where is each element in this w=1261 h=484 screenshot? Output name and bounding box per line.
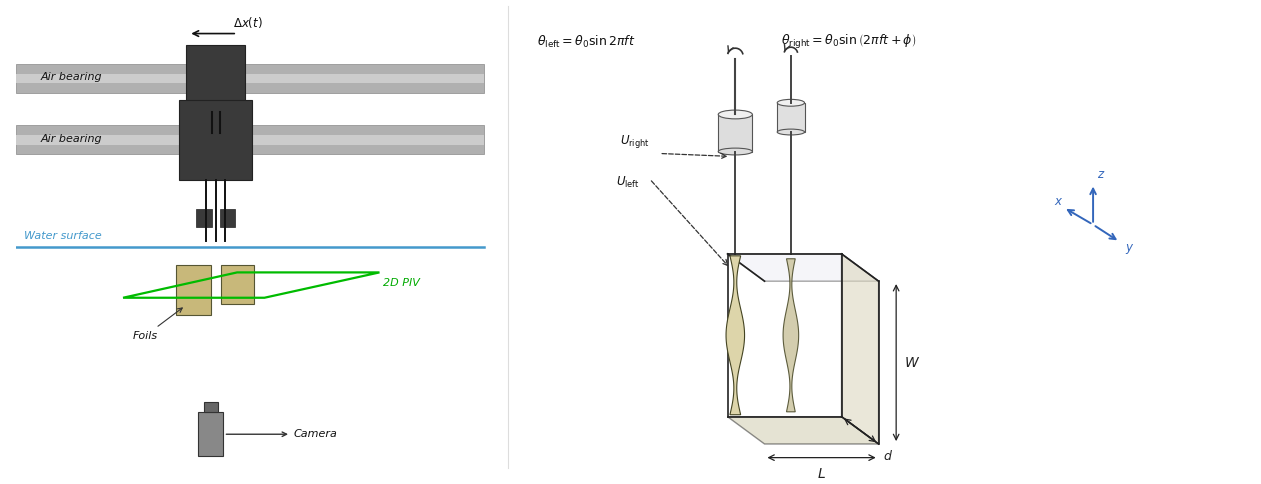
FancyBboxPatch shape [221,265,253,303]
Ellipse shape [777,99,805,106]
Text: $x$: $x$ [1054,195,1064,208]
Text: Air bearing: Air bearing [40,134,102,144]
Text: 2D PIV: 2D PIV [383,278,420,288]
FancyBboxPatch shape [219,209,236,227]
FancyBboxPatch shape [197,209,212,227]
FancyBboxPatch shape [198,412,223,455]
Text: Camera: Camera [226,429,338,439]
FancyBboxPatch shape [175,265,211,315]
FancyBboxPatch shape [16,135,484,145]
FancyBboxPatch shape [16,74,484,83]
FancyBboxPatch shape [187,45,245,111]
FancyBboxPatch shape [179,100,252,180]
Ellipse shape [719,110,753,119]
Text: $y$: $y$ [1125,242,1134,256]
Polygon shape [726,256,744,415]
Text: $U_{\rm right}$: $U_{\rm right}$ [619,133,649,150]
Text: Water surface: Water surface [24,231,101,241]
Ellipse shape [777,129,805,135]
FancyBboxPatch shape [777,103,805,132]
Polygon shape [728,417,879,444]
Text: $L$: $L$ [817,468,826,482]
FancyBboxPatch shape [719,115,753,151]
Ellipse shape [719,148,753,155]
Polygon shape [841,254,879,444]
Text: $\Delta x(t)$: $\Delta x(t)$ [233,15,264,30]
Polygon shape [728,254,879,281]
Text: $z$: $z$ [1097,168,1106,181]
Text: $\theta_{\mathrm{right}} = \theta_0 \sin \left(2\pi ft + \phi\right)$: $\theta_{\mathrm{right}} = \theta_0 \sin… [781,33,917,51]
Text: Foils: Foils [132,308,183,341]
Text: $d$: $d$ [884,449,894,463]
FancyBboxPatch shape [16,64,484,93]
Polygon shape [783,259,798,412]
Text: Air bearing: Air bearing [40,73,102,82]
Text: $U_{\rm left}$: $U_{\rm left}$ [615,175,639,190]
FancyBboxPatch shape [204,402,218,412]
FancyBboxPatch shape [16,125,484,154]
Text: $W$: $W$ [904,356,921,370]
Text: $\theta_{\mathrm{left}} = \theta_0 \sin 2\pi ft$: $\theta_{\mathrm{left}} = \theta_0 \sin … [537,34,636,50]
